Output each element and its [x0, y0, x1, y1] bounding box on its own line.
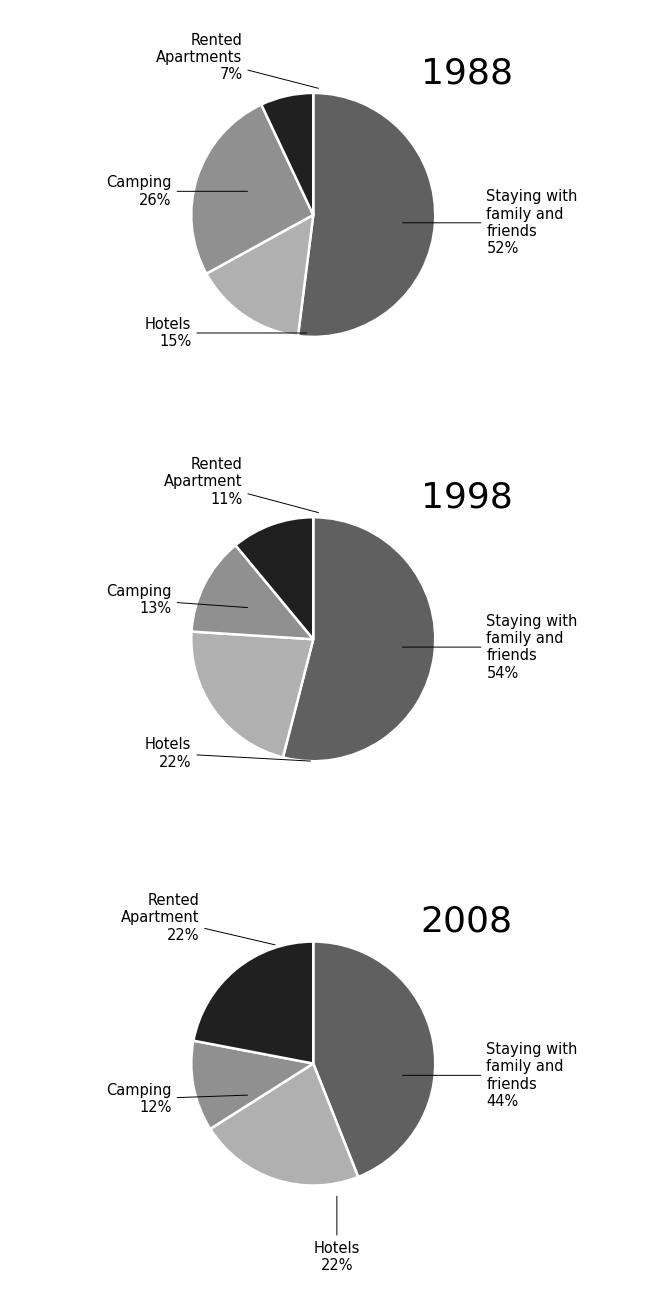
Wedge shape — [283, 517, 435, 761]
Wedge shape — [191, 546, 313, 640]
Text: Rented
Apartments
7%: Rented Apartments 7% — [156, 32, 318, 88]
Wedge shape — [207, 215, 313, 335]
Wedge shape — [191, 632, 313, 757]
Text: Rented
Apartment
22%: Rented Apartment 22% — [120, 893, 275, 944]
Wedge shape — [236, 517, 313, 640]
Wedge shape — [193, 942, 313, 1063]
Wedge shape — [313, 942, 435, 1176]
Text: Staying with
family and
friends
52%: Staying with family and friends 52% — [403, 190, 578, 257]
Text: Rented
Apartment
11%: Rented Apartment 11% — [164, 457, 318, 512]
Text: 1988: 1988 — [420, 57, 513, 90]
Wedge shape — [298, 93, 435, 337]
Wedge shape — [191, 104, 313, 273]
Text: Camping
26%: Camping 26% — [106, 175, 247, 208]
Text: Staying with
family and
friends
44%: Staying with family and friends 44% — [403, 1042, 578, 1109]
Text: Staying with
family and
friends
54%: Staying with family and friends 54% — [403, 614, 578, 681]
Text: 2008: 2008 — [420, 904, 513, 939]
Text: 1998: 1998 — [421, 481, 513, 515]
Text: Camping
12%: Camping 12% — [106, 1082, 247, 1115]
Wedge shape — [191, 1041, 313, 1129]
Text: Camping
13%: Camping 13% — [106, 583, 247, 617]
Text: Hotels
22%: Hotels 22% — [314, 1196, 360, 1273]
Wedge shape — [211, 1063, 358, 1186]
Wedge shape — [261, 93, 313, 215]
Text: Hotels
15%: Hotels 15% — [145, 317, 307, 350]
Text: Hotels
22%: Hotels 22% — [145, 737, 311, 770]
